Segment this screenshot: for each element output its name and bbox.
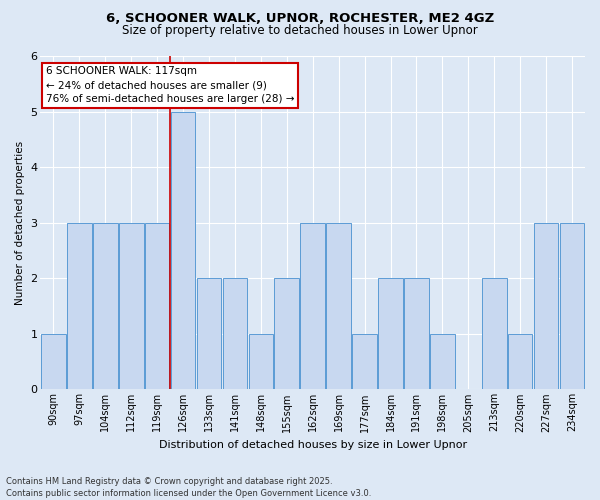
Bar <box>248 334 273 390</box>
Bar <box>93 223 118 390</box>
Bar <box>119 223 143 390</box>
Y-axis label: Number of detached properties: Number of detached properties <box>15 141 25 305</box>
Text: Size of property relative to detached houses in Lower Upnor: Size of property relative to detached ho… <box>122 24 478 37</box>
Bar <box>430 334 455 390</box>
Bar <box>67 223 92 390</box>
X-axis label: Distribution of detached houses by size in Lower Upnor: Distribution of detached houses by size … <box>158 440 467 450</box>
Bar <box>352 334 377 390</box>
Bar <box>326 223 351 390</box>
Bar <box>197 278 221 390</box>
Bar <box>223 278 247 390</box>
Bar <box>41 334 66 390</box>
Bar <box>404 278 429 390</box>
Bar <box>274 278 299 390</box>
Bar <box>145 223 169 390</box>
Bar <box>301 223 325 390</box>
Bar <box>482 278 506 390</box>
Bar <box>560 223 584 390</box>
Bar <box>508 334 532 390</box>
Text: 6, SCHOONER WALK, UPNOR, ROCHESTER, ME2 4GZ: 6, SCHOONER WALK, UPNOR, ROCHESTER, ME2 … <box>106 12 494 26</box>
Bar <box>171 112 196 390</box>
Bar <box>378 278 403 390</box>
Bar <box>534 223 559 390</box>
Text: Contains HM Land Registry data © Crown copyright and database right 2025.
Contai: Contains HM Land Registry data © Crown c… <box>6 476 371 498</box>
Text: 6 SCHOONER WALK: 117sqm
← 24% of detached houses are smaller (9)
76% of semi-det: 6 SCHOONER WALK: 117sqm ← 24% of detache… <box>46 66 295 104</box>
